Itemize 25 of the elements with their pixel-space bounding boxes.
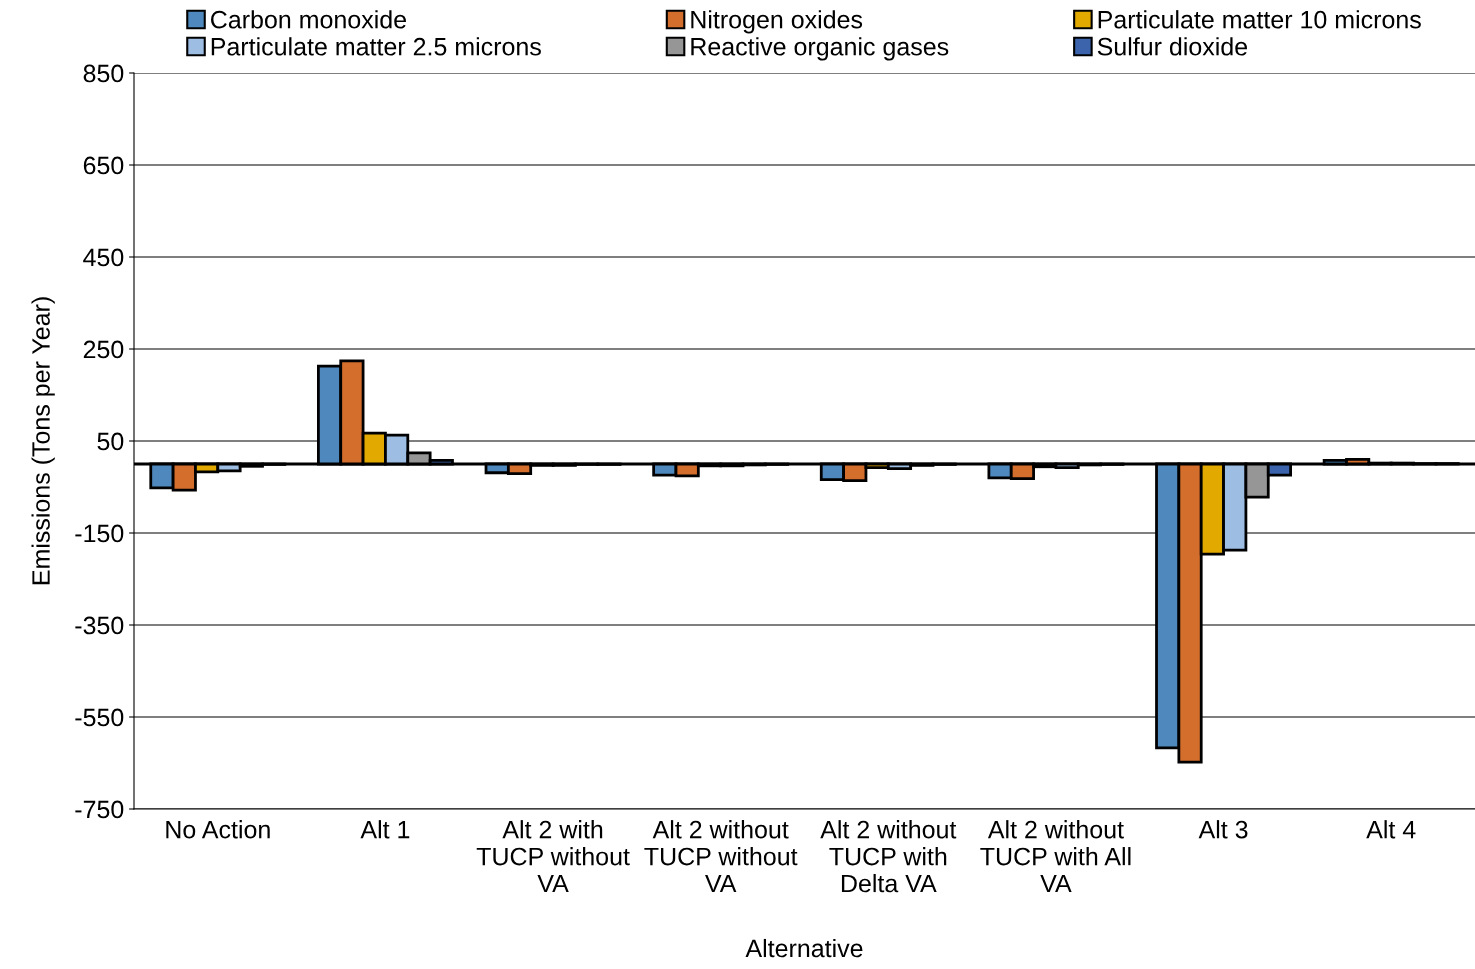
y-tick-label: 250 xyxy=(83,340,124,359)
legend-label: Particulate matter 2.5 microns xyxy=(211,37,541,56)
x-tick-label: Alt 2 without TUCP with All VA xyxy=(980,820,1131,893)
y-tick-label: 650 xyxy=(83,156,124,175)
legend-label: Carbon monoxide xyxy=(211,10,406,29)
legend-label: Reactive organic gases xyxy=(691,37,949,61)
y-tick-label: 50 xyxy=(97,432,124,451)
x-tick-label: Alt 2 without TUCP with Delta VA xyxy=(820,820,957,893)
y-tick-label: 450 xyxy=(83,248,124,267)
x-tick-label: Alt 3 xyxy=(1198,820,1248,839)
x-tick-label: Alt 2 with TUCP without VA xyxy=(476,820,630,893)
y-tick-label: -750 xyxy=(75,800,124,819)
legend-label: Nitrogen oxides xyxy=(691,10,863,34)
x-tick-label: Alt 1 xyxy=(360,820,410,839)
y-tick-label: -350 xyxy=(75,616,124,635)
y-tick-label: 850 xyxy=(83,64,124,83)
x-tick-label: No Action xyxy=(166,820,270,839)
y-tick-label: -150 xyxy=(75,524,124,543)
legend-label: Sulfur dioxide xyxy=(1097,37,1248,56)
x-tick-label: Alt 2 without TUCP without VA xyxy=(644,820,798,893)
y-axis-title: Emissions (Tons per Year) xyxy=(31,297,55,585)
x-tick-label: Alt 4 xyxy=(1366,820,1416,839)
y-tick-label: -550 xyxy=(75,708,124,727)
legend-label: Particulate matter 10 microns xyxy=(1098,10,1421,29)
x-axis-title: Alternative xyxy=(745,938,863,958)
